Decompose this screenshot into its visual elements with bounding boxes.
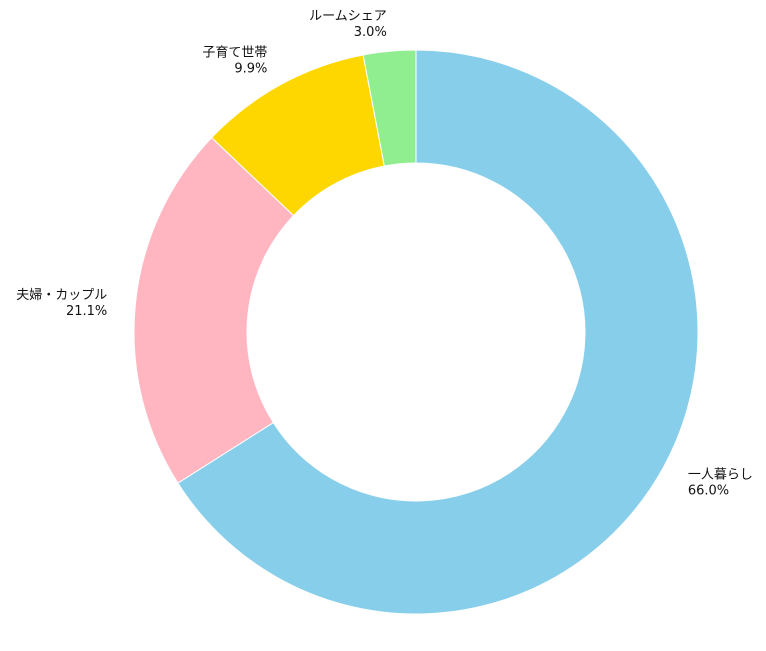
slice-label-2: 子育て世帯 9.9% [202,45,267,77]
slice-name-2: 子育て世帯 [202,45,267,61]
slice-label-1: 夫婦・カップル 21.1% [16,287,107,319]
donut-slice-1 [133,136,295,484]
slice-percent-2: 9.9% [234,62,267,77]
slice-name-3: ルームシェア [309,9,387,24]
donut-slice-3 [362,49,417,167]
donut-slice-0 [177,49,699,615]
slice-label-0: 一人暮らし 66.0% [688,467,753,498]
slice-percent-3: 3.0% [354,25,387,40]
slice-label-3: ルームシェア 3.0% [309,9,387,40]
slice-percent-1: 21.1% [66,304,107,319]
slice-name-1: 夫婦・カップル [16,287,107,303]
slice-name-0: 一人暮らし [688,467,753,482]
slice-percent-0: 66.0% [688,483,729,498]
